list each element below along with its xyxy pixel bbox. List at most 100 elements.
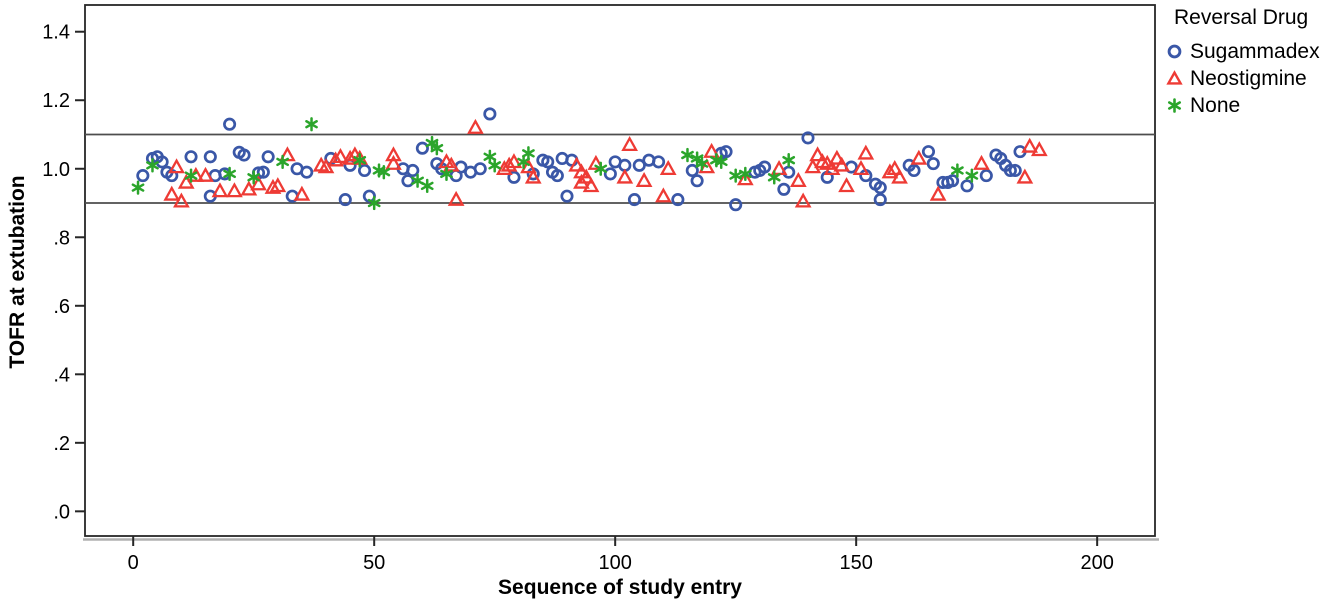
data-point-triangle: [332, 147, 349, 164]
x-tick-label: 150: [839, 552, 872, 574]
data-point-circle: [719, 145, 733, 159]
data-point-triangle: [293, 185, 311, 201]
data-point-asterisk: [430, 143, 444, 153]
data-point-circle: [203, 150, 217, 164]
x-tick-label: 100: [598, 552, 631, 574]
data-point-triangle: [655, 187, 672, 203]
legend: Reversal Drug Sugammadex Neostigmine Non…: [1166, 6, 1334, 119]
y-axis-title: TOFR at extubation: [6, 175, 29, 369]
data-point-circle: [979, 169, 993, 183]
data-point-triangle: [809, 146, 826, 162]
asterisk-marker-shape: [1167, 98, 1181, 113]
data-point-circle: [729, 198, 743, 212]
data-point-asterisk: [690, 154, 704, 163]
data-point-circle: [801, 131, 815, 145]
legend-label-sugammadex: Sugammadex: [1190, 39, 1320, 63]
data-point-circle: [777, 182, 791, 196]
legend-label-none: None: [1190, 93, 1241, 117]
data-point-circle: [415, 141, 429, 155]
x-tick-label: 0: [128, 552, 139, 574]
data-point-circle: [541, 155, 555, 169]
data-point-triangle: [838, 177, 855, 193]
data-point-circle: [946, 174, 960, 188]
data-point-circle: [237, 148, 251, 162]
y-tick-label: 1.2: [42, 90, 70, 112]
data-point-triangle: [568, 156, 585, 172]
data-point-asterisk: [146, 161, 159, 170]
data-point-triangle: [582, 177, 600, 193]
data-point-circle: [184, 150, 198, 164]
data-point-asterisk: [488, 161, 502, 170]
data-point-asterisk: [681, 150, 694, 160]
legend-item-sugammadex: Sugammadex: [1166, 38, 1334, 65]
data-point-triangle: [226, 182, 243, 198]
data-point-triangle: [327, 151, 344, 167]
data-point-triangle: [385, 154, 402, 170]
data-point-triangle: [211, 182, 229, 198]
data-point-circle: [256, 165, 270, 179]
data-point-asterisk: [594, 164, 608, 173]
data-point-triangle: [163, 185, 181, 201]
data-point-triangle: [833, 156, 851, 172]
data-point-triangle: [577, 168, 595, 184]
data-point-triangle: [794, 192, 812, 208]
x-tick-label: 50: [363, 552, 385, 574]
asterisk-marker-icon: [1167, 98, 1181, 113]
data-point-asterisk: [517, 157, 530, 167]
data-point-circle: [483, 107, 497, 121]
circle-marker-shape: [1167, 44, 1182, 59]
data-point-triangle: [1021, 137, 1039, 153]
data-point-circle: [652, 155, 666, 169]
data-point-triangle: [852, 159, 870, 176]
data-point-circle: [357, 163, 372, 178]
y-tick-label: .6: [53, 296, 70, 318]
data-point-asterisk: [420, 181, 434, 191]
data-point-circle: [758, 160, 772, 174]
data-point-circle: [671, 193, 685, 207]
data-point-triangle: [250, 175, 267, 191]
data-point-circle: [907, 163, 921, 178]
data-point-triangle: [385, 146, 402, 162]
data-point-triangle: [891, 168, 908, 184]
data-point-asterisk: [951, 166, 964, 175]
data-point-asterisk: [247, 173, 261, 182]
data-point-circle: [338, 193, 352, 207]
data-point-triangle: [264, 178, 282, 194]
data-point-triangle: [1016, 168, 1034, 184]
data-point-circle: [136, 169, 150, 183]
data-point-triangle: [929, 185, 947, 201]
y-tick-label: .4: [53, 364, 70, 386]
data-point-triangle: [467, 118, 484, 134]
x-tick-label: 200: [1080, 552, 1113, 574]
data-point-asterisk: [184, 171, 198, 180]
data-point-triangle: [973, 154, 990, 170]
data-point-triangle: [659, 159, 677, 176]
data-point-triangle: [886, 159, 904, 176]
y-tick-label: .8: [53, 227, 70, 249]
data-point-asterisk: [131, 183, 145, 192]
data-point-circle: [261, 150, 275, 164]
data-point-triangle: [828, 149, 846, 165]
data-point-triangle: [587, 154, 605, 170]
data-point-circle: [926, 157, 940, 171]
data-point-circle: [401, 174, 415, 188]
data-point-triangle: [789, 171, 807, 187]
data-point-circle: [921, 145, 936, 159]
data-point-triangle: [698, 158, 716, 174]
data-point-triangle: [823, 159, 841, 176]
data-point-asterisk: [483, 152, 497, 161]
data-point-circle: [632, 158, 646, 172]
data-point-circle: [627, 193, 642, 207]
plot-frame: [84, 4, 1156, 537]
data-point-triangle: [524, 168, 542, 184]
data-point-circle: [560, 189, 574, 203]
legend-item-neostigmine: Neostigmine: [1166, 65, 1334, 92]
data-point-triangle: [197, 166, 214, 182]
data-point-circle: [603, 167, 617, 181]
data-point-circle: [690, 174, 704, 188]
y-tick-label: .2: [53, 433, 70, 455]
legend-title: Reversal Drug: [1174, 6, 1309, 29]
data-point-asterisk: [522, 149, 535, 158]
